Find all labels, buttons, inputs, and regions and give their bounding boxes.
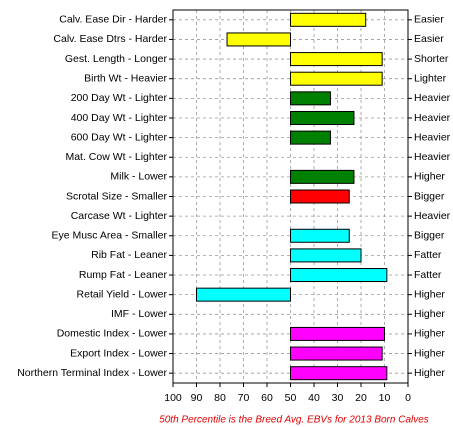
- right-label: Lighter: [414, 72, 447, 84]
- bar: [290, 346, 383, 361]
- right-label: Easier: [414, 33, 444, 45]
- right-label: Shorter: [414, 53, 449, 65]
- x-tick-label: 0: [405, 392, 411, 404]
- y-tick-label: Milk - Lower: [110, 171, 167, 183]
- x-tick-label: 30: [332, 392, 344, 404]
- right-label: Higher: [414, 328, 445, 340]
- y-tick-label: IMF - Lower: [111, 308, 168, 320]
- y-tick-label: Carcase Wt - Lighter: [71, 210, 168, 222]
- y-tick-label: Export Index - Lower: [70, 347, 167, 359]
- bar: [290, 91, 331, 106]
- right-label: Bigger: [414, 230, 445, 242]
- y-tick-label: Gest. Length - Longer: [65, 53, 168, 65]
- x-tick-label: 10: [379, 392, 391, 404]
- bar: [290, 189, 350, 204]
- y-tick-label: Calv. Ease Dtrs - Harder: [53, 33, 167, 45]
- bar: [290, 366, 388, 381]
- y-tick-label: Eye Musc Area - Smaller: [51, 230, 167, 242]
- x-tick-label: 60: [261, 392, 273, 404]
- right-label: Heavier: [414, 92, 451, 104]
- y-tick-label: Birth Wt - Heavier: [84, 72, 167, 84]
- x-tick-label: 20: [355, 392, 367, 404]
- bar: [290, 110, 355, 125]
- bar: [290, 130, 331, 145]
- right-label: Higher: [414, 171, 445, 183]
- y-tick-label: Calv. Ease Dir - Harder: [59, 14, 167, 26]
- y-tick-label: Rump Fat - Leaner: [79, 269, 168, 281]
- y-tick-label: Retail Yield - Lower: [77, 288, 168, 300]
- bar: [290, 326, 385, 341]
- bar: [290, 248, 362, 263]
- y-tick-label: Mat. Cow Wt - Lighter: [65, 151, 167, 163]
- right-label: Higher: [414, 288, 445, 300]
- y-tick-label: Northern Terminal Index - Lower: [17, 367, 167, 379]
- x-tick-label: 50: [285, 392, 297, 404]
- bar: [226, 32, 292, 47]
- right-label: Heavier: [414, 210, 451, 222]
- bar: [290, 268, 388, 283]
- x-tick-label: 90: [191, 392, 203, 404]
- right-label: Higher: [414, 367, 445, 379]
- bar: [196, 287, 291, 302]
- x-tick-label: 70: [238, 392, 250, 404]
- bar: [290, 169, 355, 184]
- right-label: Easier: [414, 14, 444, 26]
- right-label: Bigger: [414, 190, 445, 202]
- x-tick-label: 80: [214, 392, 226, 404]
- x-tick-label: 100: [164, 392, 182, 404]
- right-label: Higher: [414, 347, 445, 359]
- right-label: Fatter: [414, 269, 442, 281]
- y-tick-label: Scrotal Size - Smaller: [66, 190, 167, 202]
- bar: [290, 228, 350, 243]
- right-label: Higher: [414, 308, 445, 320]
- y-tick-label: Domestic Index - Lower: [57, 328, 168, 340]
- right-label: Heavier: [414, 151, 451, 163]
- right-label: Heavier: [414, 131, 451, 143]
- y-tick-label: Rib Fat - Leaner: [91, 249, 167, 261]
- y-tick-label: 600 Day Wt - Lighter: [71, 131, 168, 143]
- footnote: 50th Percentile is the Breed Avg. EBVs f…: [159, 415, 429, 426]
- bar: [290, 12, 367, 27]
- y-tick-label: 400 Day Wt - Lighter: [71, 112, 168, 124]
- y-tick-label: 200 Day Wt - Lighter: [71, 92, 168, 104]
- bar: [290, 71, 383, 86]
- right-label: Heavier: [414, 112, 451, 124]
- right-label: Fatter: [414, 249, 442, 261]
- bar: [290, 52, 383, 67]
- x-tick-label: 40: [308, 392, 320, 404]
